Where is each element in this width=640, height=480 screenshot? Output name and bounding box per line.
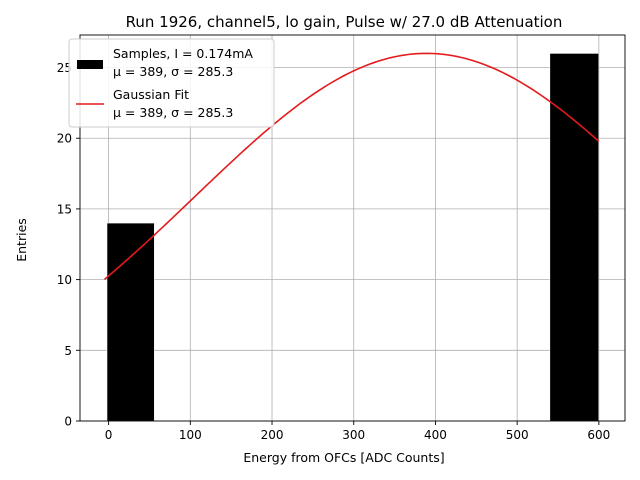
- x-tick-label: 200: [261, 428, 284, 442]
- y-tick-label: 5: [64, 344, 72, 358]
- x-tick-label: 400: [424, 428, 447, 442]
- histogram-bars: [106, 53, 600, 422]
- x-tick-label: 500: [506, 428, 529, 442]
- plot-frame: [79, 34, 626, 422]
- y-tick-label: 25: [57, 61, 72, 75]
- chart-title: Run 1926, channel5, lo gain, Pulse w/ 27…: [126, 13, 563, 31]
- legend-histogram-stats: μ = 389, σ = 285.3: [113, 64, 233, 79]
- fit-line: [103, 52, 600, 280]
- y-axis-ticks: 0 5 10 15 20 25: [57, 61, 80, 429]
- y-tick-label: 0: [64, 415, 72, 429]
- x-tick-label: 300: [342, 428, 365, 442]
- legend-histogram-label: Samples, I = 0.174mA: [113, 46, 253, 61]
- y-tick-label: 10: [57, 273, 72, 287]
- y-tick-label: 20: [57, 132, 72, 146]
- x-axis-ticks: 0 100 200 300 400 500 600: [105, 421, 610, 442]
- x-axis-label: Energy from OFCs [ADC Counts]: [243, 450, 444, 465]
- legend: Samples, I = 0.174mA μ = 389, σ = 285.3 …: [68, 38, 275, 128]
- y-axis-label: Entries: [14, 218, 29, 262]
- y-tick-label: 15: [57, 202, 72, 216]
- histogram-bar: [106, 222, 155, 422]
- x-tick-label: 100: [179, 428, 202, 442]
- legend-fit-label: Gaussian Fit: [113, 87, 189, 102]
- legend-fit-stats: μ = 389, σ = 285.3: [113, 105, 233, 120]
- legend-box: [68, 38, 275, 128]
- histogram-bar: [549, 53, 600, 422]
- legend-histogram-swatch: [77, 60, 103, 69]
- x-tick-label: 0: [105, 428, 113, 442]
- x-tick-label: 600: [587, 428, 610, 442]
